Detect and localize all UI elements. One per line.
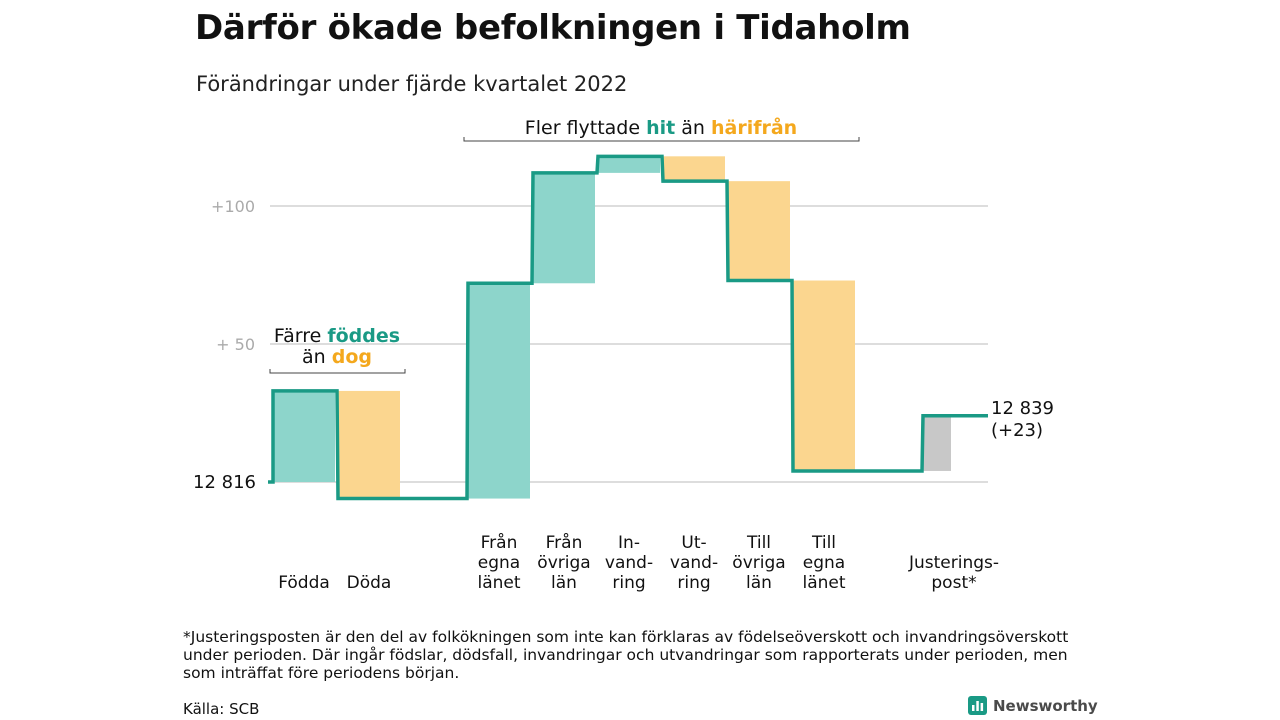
category-label: Till xyxy=(746,533,771,553)
footnote: *Justeringsposten är den del av folkökni… xyxy=(183,628,1069,682)
category-label: ring xyxy=(677,573,710,593)
brand-logo[interactable]: Newsworthy xyxy=(968,696,1098,715)
waterfall-bar xyxy=(338,390,400,499)
category-label: ring xyxy=(612,573,645,593)
annotation-segment: Fler flyttade xyxy=(525,117,646,139)
annotation-segment: härifrån xyxy=(711,115,797,139)
category-label: län xyxy=(746,573,772,593)
category-label: Från xyxy=(546,532,583,553)
migration-annotation-line1: Fler flyttade hit än härifrån xyxy=(525,115,797,139)
category-label: vand- xyxy=(605,553,653,573)
waterfall-bar xyxy=(728,181,790,281)
waterfall-bar xyxy=(533,172,595,284)
y-tick-label: +100 xyxy=(211,197,255,216)
bar-chart-icon xyxy=(968,696,987,715)
waterfall-bar xyxy=(598,156,660,173)
waterfall-bar xyxy=(273,390,335,482)
category-label: Från xyxy=(481,532,518,553)
category-label: egna xyxy=(478,553,520,573)
category-label: vand- xyxy=(670,553,718,573)
births-annotation-line2: än dog xyxy=(302,346,372,368)
chart-title: Därför ökade befolkningen i Tidaholm xyxy=(195,8,911,48)
category-label: In- xyxy=(618,533,640,553)
annotation-segment: än xyxy=(302,346,332,368)
chart-subtitle: Förändringar under fjärde kvartalet 2022 xyxy=(196,72,628,96)
category-label: länet xyxy=(477,573,520,593)
migration-annotation-bracket xyxy=(463,137,860,142)
end-change-label: (+23) xyxy=(991,420,1043,441)
category-label: Ut- xyxy=(681,533,706,553)
brand-name: Newsworthy xyxy=(993,696,1098,715)
births-annotation-bracket xyxy=(269,369,406,374)
waterfall-bar xyxy=(793,280,855,471)
births-annotation-line1: Färre föddes xyxy=(274,325,400,347)
annotation-segment: hit xyxy=(646,117,675,139)
category-label: övriga xyxy=(732,553,785,573)
annotation-segment: dog xyxy=(332,346,372,368)
category-label: Födda xyxy=(278,573,330,593)
cumulative-step-line xyxy=(268,154,988,501)
annotation-segment: Färre xyxy=(274,325,327,347)
waterfall-bar xyxy=(923,415,951,471)
category-label: post* xyxy=(931,573,976,593)
annotation-segment: än xyxy=(675,117,711,139)
waterfall-bar xyxy=(468,283,530,499)
category-label: övriga xyxy=(537,553,590,573)
y-tick-label: + 50 xyxy=(216,335,255,354)
source-label: Källa: SCB xyxy=(183,700,260,718)
start-value-label: 12 816 xyxy=(193,472,256,493)
end-value-label: 12 839 xyxy=(991,398,1054,419)
category-label: egna xyxy=(803,553,845,573)
category-label: län xyxy=(551,573,577,593)
category-label: Justerings- xyxy=(908,553,999,573)
annotation-segment: föddes xyxy=(327,325,400,347)
category-label: Döda xyxy=(347,573,392,593)
waterfall-bar xyxy=(663,156,725,182)
category-label: Till xyxy=(811,533,836,553)
category-label: länet xyxy=(802,573,845,593)
